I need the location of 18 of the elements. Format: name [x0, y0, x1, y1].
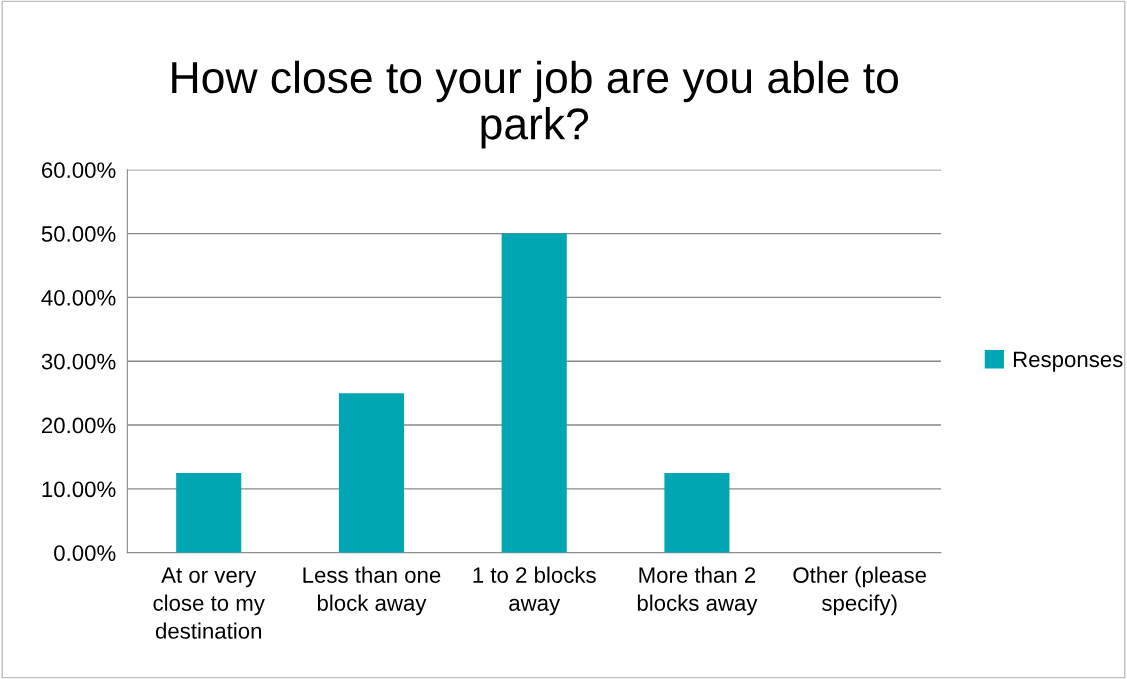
bar — [176, 472, 242, 553]
legend-label: Responses — [1013, 351, 1123, 372]
y-tick-label: 0.00% — [54, 545, 116, 561]
x-tick-label: Less than one block away — [303, 566, 441, 616]
chart-title: How close to your job are you able to park? — [172, 60, 898, 149]
y-tick-label: 30.00% — [41, 353, 116, 370]
y-tick-label: 20.00% — [41, 417, 116, 434]
x-tick-label: Other (please specify) — [793, 566, 927, 616]
y-tick-label: 50.00% — [41, 226, 116, 242]
x-tick-label: At or very close to my destination — [153, 567, 265, 639]
x-tick-label: 1 to 2 blocks away — [473, 566, 596, 616]
bar — [664, 472, 730, 553]
bar — [338, 393, 405, 553]
x-tick-label: More than 2 blocks away — [637, 566, 758, 616]
bar — [501, 233, 567, 553]
y-tick-label: 60.00% — [42, 162, 116, 179]
y-tick-label: 10.00% — [42, 481, 116, 498]
y-tick-label: 40.00% — [41, 289, 116, 306]
